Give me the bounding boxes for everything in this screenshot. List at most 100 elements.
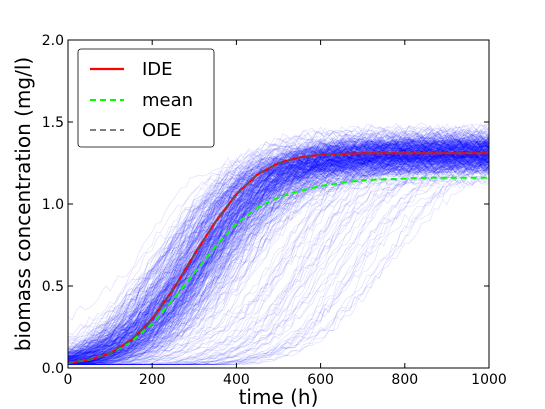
trajectory-120	[68, 143, 489, 366]
trajectory-307	[68, 147, 489, 366]
trajectory-352	[68, 155, 489, 357]
trajectory-314	[68, 141, 489, 363]
trajectory-398	[68, 151, 489, 366]
trajectory-99	[68, 130, 489, 354]
trajectory-8	[68, 149, 489, 365]
trajectory-41	[68, 164, 489, 365]
trajectory-241	[68, 153, 489, 363]
trajectory-117	[68, 164, 489, 355]
trajectory-243	[68, 152, 489, 358]
trajectory-71	[68, 134, 489, 365]
trajectory-35	[68, 138, 489, 366]
trajectory-87	[68, 154, 489, 362]
trajectory-69	[68, 155, 489, 364]
trajectory-301	[68, 135, 489, 351]
trajectory-277	[68, 149, 489, 364]
trajectory-136	[68, 141, 489, 342]
trajectory-167	[68, 129, 489, 356]
trajectory-28	[68, 159, 489, 362]
trajectory-339	[68, 153, 489, 364]
trajectory-178	[68, 138, 489, 355]
trajectory-228	[68, 139, 489, 339]
trajectory-386	[68, 146, 489, 366]
trajectory-103	[68, 137, 489, 358]
trajectory-360	[68, 149, 489, 365]
trajectory-214	[68, 163, 489, 366]
trajectory-141	[68, 164, 489, 365]
trajectory-89	[68, 136, 489, 366]
trajectory-149	[68, 165, 489, 357]
trajectory-395	[68, 154, 489, 365]
trajectory-65	[68, 151, 489, 360]
trajectory-315	[68, 152, 489, 366]
trajectory-313	[68, 153, 489, 365]
trajectory-39	[68, 160, 489, 366]
trajectory-242	[68, 152, 489, 366]
trajectory-344	[68, 134, 489, 354]
trajectory-253	[68, 145, 489, 351]
x-tick-label-2: 400	[223, 372, 250, 388]
trajectory-26	[68, 155, 489, 366]
trajectory-129	[68, 124, 489, 351]
trajectory-279	[68, 154, 489, 364]
trajectory-370	[68, 144, 489, 366]
trajectory-143	[68, 152, 489, 363]
trajectory-130	[68, 136, 489, 352]
trajectory-142	[68, 156, 489, 366]
trajectory-74	[68, 148, 489, 365]
trajectory-396	[68, 160, 489, 357]
trajectory-397	[68, 152, 489, 353]
trajectory-401	[68, 140, 489, 366]
trajectory-319	[68, 158, 489, 366]
trajectory-17	[68, 148, 489, 356]
trajectory-248	[68, 140, 489, 359]
trajectory-215	[68, 141, 489, 363]
trajectory-262	[68, 138, 489, 364]
trajectory-347	[68, 138, 489, 366]
trajectory-116	[68, 141, 489, 366]
trajectory-226	[68, 151, 489, 366]
trajectory-292	[68, 139, 489, 359]
trajectory-407	[68, 152, 489, 365]
trajectory-111	[68, 142, 489, 364]
trajectory-34	[68, 163, 489, 364]
trajectory-200	[68, 155, 489, 363]
series-line-ode	[68, 152, 489, 364]
trajectory-196	[68, 151, 489, 353]
trajectory-171	[68, 151, 489, 366]
trajectory-88	[68, 171, 489, 366]
trajectory-265	[68, 156, 489, 366]
series-lines	[68, 152, 489, 365]
trajectory-157	[68, 150, 489, 366]
trajectory-197	[68, 151, 489, 364]
trajectory-328	[68, 135, 489, 360]
trajectory-155	[68, 140, 489, 364]
trajectory-354	[68, 138, 489, 341]
trajectory-121	[68, 149, 489, 359]
trajectory-358	[68, 168, 489, 366]
legend: IDE mean ODE	[77, 48, 215, 148]
trajectory-163	[68, 141, 489, 366]
trajectory-132	[68, 143, 489, 356]
trajectory-102	[68, 141, 489, 363]
trajectory-92	[68, 135, 489, 355]
trajectory-52	[68, 158, 489, 366]
trajectory-288	[68, 141, 489, 352]
trajectory-183	[68, 162, 489, 366]
trajectory-394	[68, 154, 489, 366]
trajectory-140	[68, 136, 489, 359]
trajectory-78	[68, 155, 489, 366]
trajectory-79	[68, 165, 489, 365]
trajectory-190	[68, 152, 489, 366]
trajectory-393	[68, 147, 489, 354]
trajectory-217	[68, 156, 489, 366]
trajectory-216	[68, 169, 489, 366]
trajectory-259	[68, 133, 489, 358]
trajectory-159	[68, 165, 489, 364]
trajectory-20	[68, 155, 489, 364]
trajectory-404	[68, 128, 489, 366]
trajectory-371	[68, 141, 489, 356]
trajectory-15	[68, 155, 489, 358]
trajectory-56	[68, 146, 489, 361]
